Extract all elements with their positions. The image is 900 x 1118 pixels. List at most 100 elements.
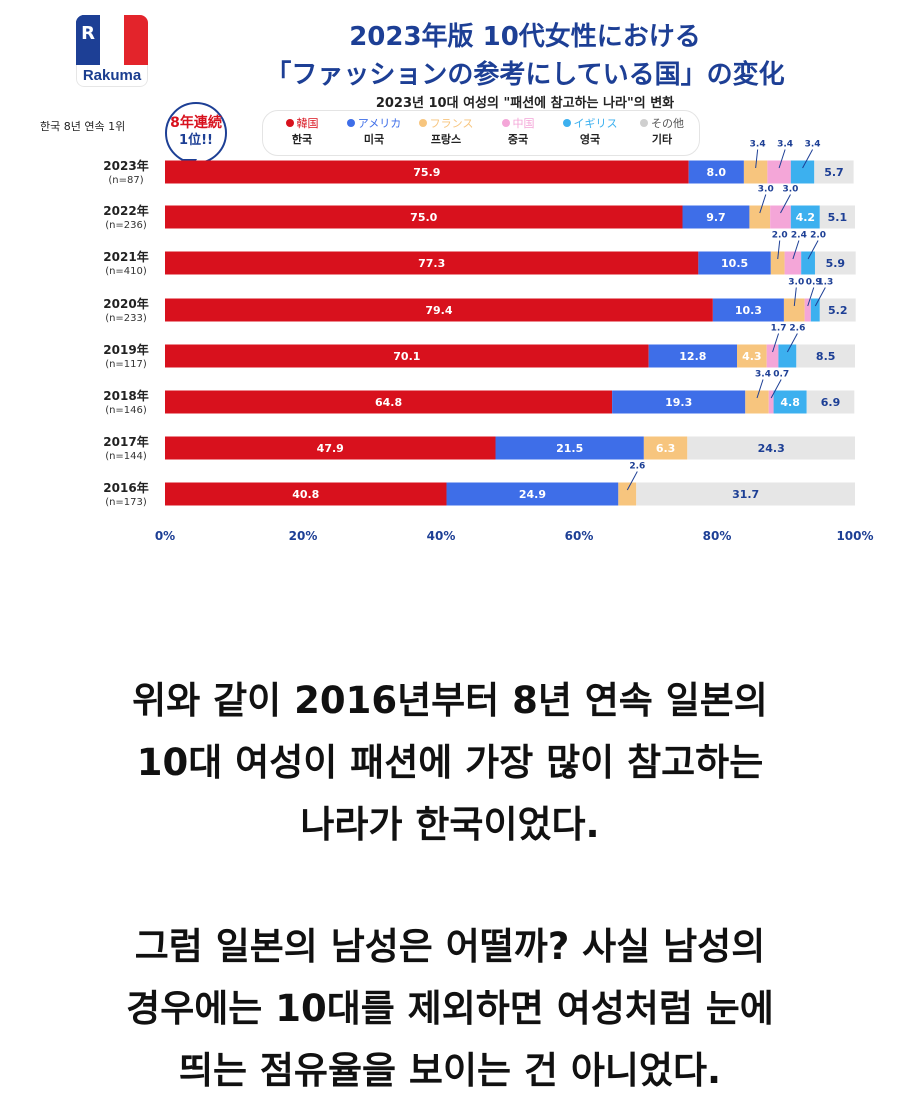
data-label: 6.3	[656, 442, 676, 455]
category-label: 2018年	[103, 388, 148, 403]
x-tick-label: 80%	[703, 529, 732, 543]
bar-segment	[165, 251, 699, 275]
legend-entry: 韓国 한국	[267, 116, 337, 148]
legend: 韓国 한국 アメリカ 미국 フランス 프랑스 中国 중국 イギリス 영국 その他 기타	[262, 110, 700, 156]
sample-size-label: (n=173)	[105, 497, 147, 508]
leader-line	[786, 333, 798, 353]
data-label: 75.9	[413, 166, 440, 179]
bar-segment	[806, 390, 855, 414]
bar-segment	[770, 205, 791, 229]
data-label: 4.2	[796, 211, 816, 224]
sample-size-label: (n=146)	[105, 405, 147, 416]
legend-swatch	[640, 119, 648, 127]
bar-segment	[814, 160, 854, 184]
data-label: 24.9	[519, 488, 546, 501]
category-label: 2022年	[103, 203, 148, 218]
logo-wordmark: Rakuma	[76, 65, 148, 87]
legend-swatch	[285, 119, 294, 127]
category-label: 2019年	[103, 342, 148, 357]
bar-segment	[688, 160, 744, 184]
bar-segment	[712, 298, 784, 322]
data-label: 4.8	[780, 396, 800, 409]
text-line: 나라가 한국이었다.	[300, 803, 600, 846]
legend-swatch	[562, 119, 571, 127]
data-label: 2.4	[791, 231, 807, 241]
data-label: 64.8	[375, 396, 402, 409]
legend-swatch	[501, 119, 510, 127]
legend-label-kr: 영국	[579, 133, 601, 146]
data-label: 9.7	[706, 211, 726, 224]
legend-label-jp: 中国	[483, 116, 553, 132]
leader-line	[772, 333, 780, 353]
bar-segment	[796, 344, 855, 368]
sample-size-label: (n=144)	[105, 451, 147, 462]
data-label: 47.9	[317, 442, 344, 455]
bar-segment	[773, 390, 807, 414]
data-label: 70.1	[393, 350, 420, 363]
data-label: 31.7	[732, 488, 759, 501]
data-label: 8.0	[707, 166, 727, 179]
category-label: 2020年	[103, 296, 148, 311]
rakuma-logo: R Rakuma	[76, 15, 148, 87]
leader-line	[814, 287, 826, 307]
category-label: 2016年	[103, 480, 148, 495]
bar-segment	[783, 298, 805, 322]
bar-segment	[165, 344, 649, 368]
data-label: 12.8	[679, 350, 706, 363]
legend-entry: 中国 중국	[483, 116, 553, 148]
bar-segment	[819, 298, 856, 322]
data-label: 0.7	[773, 370, 789, 380]
bar-segment	[165, 482, 447, 506]
bar-segment	[819, 205, 855, 229]
bar-segment	[612, 390, 746, 414]
bar-segment	[804, 298, 811, 322]
data-label: 79.4	[425, 304, 452, 317]
x-tick-label: 40%	[427, 529, 456, 543]
data-label: 5.2	[828, 304, 848, 317]
data-label: 2.0	[772, 231, 788, 241]
leader-line	[793, 287, 797, 307]
legend-label-kr: 프랑스	[430, 133, 462, 146]
bar-segment	[618, 482, 637, 506]
leader-line	[626, 471, 638, 491]
legend-label-jp: イギリス	[555, 116, 625, 132]
data-label: 75.0	[410, 211, 437, 224]
bar-segment	[814, 251, 856, 275]
bar-segment	[790, 205, 820, 229]
bar-segment	[165, 390, 613, 414]
badge-line1: 8年連続	[170, 115, 222, 131]
x-tick-label: 0%	[155, 529, 175, 543]
data-label: 5.7	[824, 166, 844, 179]
text-line: 위와 같이 2016년부터 8년 연속 일본의	[132, 679, 768, 722]
legend-swatch	[346, 119, 355, 127]
leader-line	[780, 194, 791, 214]
chart-title-line1: 2023年版 10代女性における	[349, 22, 701, 52]
bar-segment	[778, 344, 797, 368]
sample-size-label: (n=410)	[105, 266, 147, 277]
bar-segment	[770, 251, 785, 275]
legend-entry: イギリス 영국	[555, 116, 625, 148]
data-label: 77.3	[418, 257, 445, 270]
x-tick-label: 60%	[565, 529, 594, 543]
legend-label-jp: フランス	[411, 116, 481, 132]
bar-segment	[165, 298, 713, 322]
data-label: 3.4	[777, 140, 793, 150]
data-label: 3.4	[750, 140, 766, 150]
text-line: 그럼 일본의 남성은 어떨까? 사실 남성의	[134, 925, 766, 968]
text-line: 경우에는 10대를 제외하면 여성처럼 눈에	[126, 987, 774, 1030]
data-label: 1.3	[817, 278, 833, 288]
legend-entry: アメリカ 미국	[339, 116, 409, 148]
legend-label-jp: アメリカ	[339, 116, 409, 132]
streak-badge: 8年連続 1位!!	[165, 102, 227, 164]
stacked-bar-chart: 2023年 (n=87) 75.9 8.0 5.7 3.4 3.4 3.4 2022年 (n=23…	[103, 140, 873, 544]
bar-segment	[737, 344, 767, 368]
data-label: 6.9	[821, 396, 841, 409]
bar-segment	[165, 160, 689, 184]
bar-segment	[446, 482, 619, 506]
bar-segment	[784, 251, 802, 275]
badge-line2: 1位!!	[179, 133, 213, 148]
legend-label-kr: 기타	[651, 133, 673, 146]
leader-line	[759, 194, 767, 214]
data-label: 1.7	[771, 324, 787, 334]
bar-segment	[749, 205, 771, 229]
